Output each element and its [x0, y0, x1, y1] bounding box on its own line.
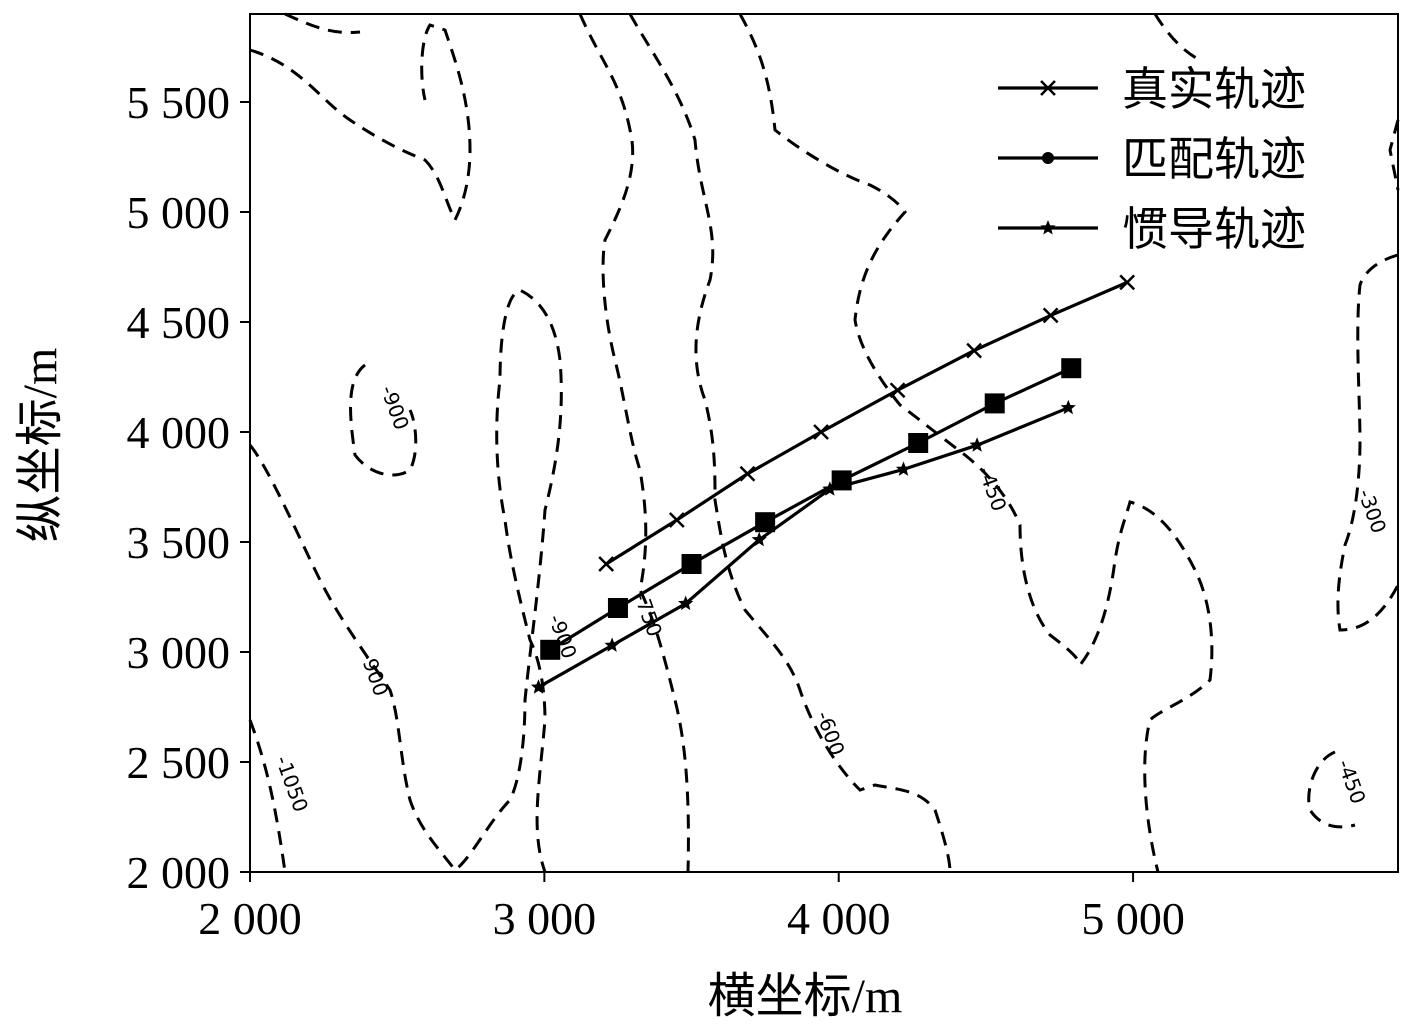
contour-line — [1153, 13, 1201, 62]
y-tick-label: 2 500 — [127, 737, 231, 788]
y-tick-label: 4 500 — [127, 297, 231, 348]
contour-line — [1336, 253, 1400, 632]
series-star — [530, 399, 1076, 694]
y-tick-label: 3 500 — [127, 517, 231, 568]
plot-frame — [249, 13, 1399, 873]
contour-label: -300 — [1353, 486, 1391, 537]
contour-line — [248, 719, 287, 873]
marker-square — [540, 639, 561, 660]
marker-star — [530, 679, 547, 694]
marker-x — [813, 424, 829, 440]
legend-label: 匹配轨迹 — [1122, 132, 1306, 186]
contour-line — [249, 23, 472, 224]
contour-label: -900 — [355, 648, 393, 699]
series-line — [549, 366, 1072, 652]
marker-x — [598, 556, 615, 572]
series-layer — [530, 274, 1136, 694]
x-tick-label: 5 000 — [1081, 893, 1185, 944]
series-line — [605, 280, 1128, 566]
y-tick-label: 2 000 — [127, 847, 231, 898]
x-tick-label: 3 000 — [493, 893, 597, 944]
marker-x — [889, 382, 906, 399]
y-tick-label: 5 500 — [127, 77, 231, 128]
marker-x — [1040, 80, 1056, 96]
legend-item: 匹配轨迹 — [998, 132, 1306, 186]
marker-star — [822, 481, 838, 496]
contour-lines — [248, 12, 1400, 873]
marker-square — [908, 433, 929, 453]
axes: 2 000 3 000 4 000 5 000 2 000 2 500 3 000 3 500… — [127, 77, 1185, 944]
contour-line — [248, 288, 563, 873]
marker-star — [895, 461, 912, 476]
contour-labels: -900-900-1050-900 -750-600-450 -300-450 — [271, 382, 1392, 815]
contour-label: -1050 — [271, 752, 313, 815]
marker-x — [739, 465, 756, 482]
marker-square — [681, 554, 702, 574]
legend-item: 惯导轨迹 — [998, 202, 1306, 256]
series-square — [540, 358, 1082, 660]
y-tick-label: 4 000 — [127, 407, 231, 458]
marker-star — [604, 637, 620, 652]
marker-x — [668, 512, 685, 528]
contour-line — [1388, 119, 1400, 191]
x-axis-label: 横坐标/m — [708, 970, 903, 1023]
contour-line — [578, 13, 690, 873]
marker-square — [607, 598, 628, 618]
marker-dot — [1042, 152, 1054, 164]
legend-label: 真实轨迹 — [1122, 62, 1306, 116]
contour-line — [284, 12, 361, 35]
marker-x — [966, 342, 983, 359]
marker-star — [969, 437, 985, 452]
legend-label: 惯导轨迹 — [1122, 202, 1306, 256]
y-tick-label: 5 000 — [127, 187, 231, 238]
marker-star — [1060, 399, 1076, 415]
marker-square — [984, 393, 1005, 414]
contour-line — [1307, 750, 1356, 829]
contour-label: -450 — [1333, 756, 1371, 807]
x-tick-label: 2 000 — [198, 893, 302, 944]
marker-x — [1042, 307, 1059, 324]
legend-item: 真实轨迹 — [998, 62, 1306, 116]
y-axis-label: 纵坐标/m — [14, 348, 67, 543]
marker-star — [678, 595, 694, 611]
contour-line — [349, 363, 418, 477]
contour-line — [738, 13, 1214, 873]
marker-square — [755, 512, 776, 533]
marker-x — [1119, 274, 1136, 291]
series-line — [537, 406, 1069, 689]
contour-label: -450 — [973, 464, 1011, 515]
series-x — [598, 274, 1136, 572]
y-tick-label: 3 000 — [127, 627, 231, 678]
marker-square — [1061, 358, 1082, 379]
x-tick-label: 4 000 — [787, 893, 891, 944]
contour-line — [628, 13, 952, 873]
marker-star — [1040, 220, 1056, 235]
contour-label: -900 — [376, 382, 414, 433]
marker-star — [751, 531, 767, 547]
